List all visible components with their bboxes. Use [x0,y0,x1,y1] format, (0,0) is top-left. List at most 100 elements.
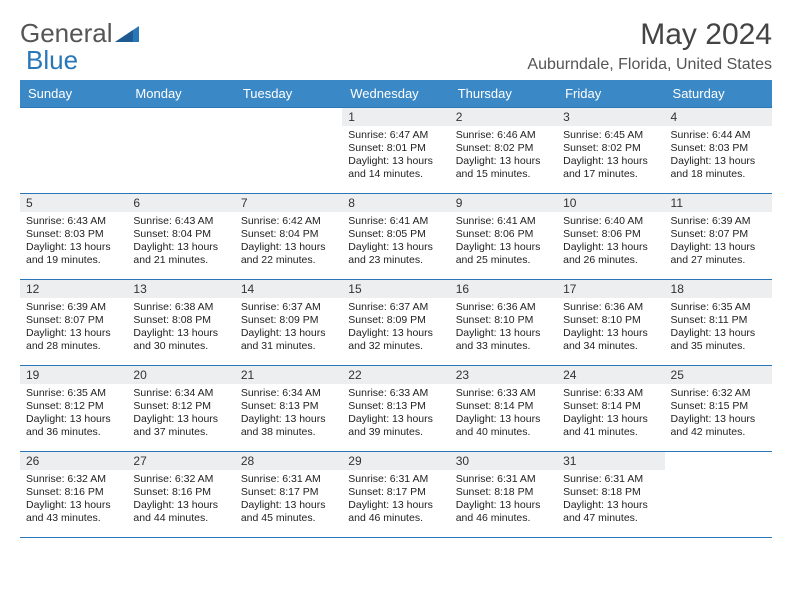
sunset-text: Sunset: 8:11 PM [671,314,766,327]
calendar-day-cell: 6Sunrise: 6:43 AMSunset: 8:04 PMDaylight… [127,194,234,280]
calendar-day-cell [235,108,342,194]
day-number [20,108,127,112]
calendar-week-row: 26Sunrise: 6:32 AMSunset: 8:16 PMDayligh… [20,452,772,538]
weekday-header: Thursday [450,80,557,108]
daylight-text: Daylight: 13 hours and 27 minutes. [671,241,766,267]
day-number: 9 [450,194,557,212]
day-details: Sunrise: 6:40 AMSunset: 8:06 PMDaylight:… [557,212,664,272]
day-number: 16 [450,280,557,298]
sunset-text: Sunset: 8:06 PM [563,228,658,241]
calendar-day-cell: 12Sunrise: 6:39 AMSunset: 8:07 PMDayligh… [20,280,127,366]
sunrise-text: Sunrise: 6:32 AM [671,387,766,400]
day-details: Sunrise: 6:43 AMSunset: 8:04 PMDaylight:… [127,212,234,272]
day-details: Sunrise: 6:41 AMSunset: 8:05 PMDaylight:… [342,212,449,272]
sunset-text: Sunset: 8:12 PM [133,400,228,413]
day-number: 21 [235,366,342,384]
day-details: Sunrise: 6:44 AMSunset: 8:03 PMDaylight:… [665,126,772,186]
sunset-text: Sunset: 8:03 PM [671,142,766,155]
daylight-text: Daylight: 13 hours and 32 minutes. [348,327,443,353]
sunrise-text: Sunrise: 6:42 AM [241,215,336,228]
sunset-text: Sunset: 8:10 PM [456,314,551,327]
calendar-day-cell: 19Sunrise: 6:35 AMSunset: 8:12 PMDayligh… [20,366,127,452]
day-number: 27 [127,452,234,470]
day-details: Sunrise: 6:45 AMSunset: 8:02 PMDaylight:… [557,126,664,186]
sunset-text: Sunset: 8:16 PM [133,486,228,499]
calendar-day-cell: 22Sunrise: 6:33 AMSunset: 8:13 PMDayligh… [342,366,449,452]
day-number: 5 [20,194,127,212]
day-details: Sunrise: 6:31 AMSunset: 8:17 PMDaylight:… [235,470,342,530]
day-details: Sunrise: 6:31 AMSunset: 8:17 PMDaylight:… [342,470,449,530]
day-number: 18 [665,280,772,298]
sunset-text: Sunset: 8:14 PM [563,400,658,413]
sunrise-text: Sunrise: 6:33 AM [456,387,551,400]
day-number: 17 [557,280,664,298]
day-number: 13 [127,280,234,298]
day-details: Sunrise: 6:34 AMSunset: 8:13 PMDaylight:… [235,384,342,444]
calendar-day-cell: 30Sunrise: 6:31 AMSunset: 8:18 PMDayligh… [450,452,557,538]
day-number: 24 [557,366,664,384]
daylight-text: Daylight: 13 hours and 36 minutes. [26,413,121,439]
sunset-text: Sunset: 8:18 PM [456,486,551,499]
day-details: Sunrise: 6:32 AMSunset: 8:15 PMDaylight:… [665,384,772,444]
daylight-text: Daylight: 13 hours and 37 minutes. [133,413,228,439]
day-details: Sunrise: 6:33 AMSunset: 8:14 PMDaylight:… [557,384,664,444]
calendar-week-row: 19Sunrise: 6:35 AMSunset: 8:12 PMDayligh… [20,366,772,452]
calendar-day-cell: 11Sunrise: 6:39 AMSunset: 8:07 PMDayligh… [665,194,772,280]
weekday-header: Saturday [665,80,772,108]
calendar-day-cell: 24Sunrise: 6:33 AMSunset: 8:14 PMDayligh… [557,366,664,452]
daylight-text: Daylight: 13 hours and 34 minutes. [563,327,658,353]
sunset-text: Sunset: 8:14 PM [456,400,551,413]
day-details: Sunrise: 6:37 AMSunset: 8:09 PMDaylight:… [342,298,449,358]
calendar-week-row: 12Sunrise: 6:39 AMSunset: 8:07 PMDayligh… [20,280,772,366]
day-number: 10 [557,194,664,212]
day-details: Sunrise: 6:32 AMSunset: 8:16 PMDaylight:… [127,470,234,530]
calendar-day-cell: 26Sunrise: 6:32 AMSunset: 8:16 PMDayligh… [20,452,127,538]
day-number: 23 [450,366,557,384]
daylight-text: Daylight: 13 hours and 33 minutes. [456,327,551,353]
calendar-week-row: 1Sunrise: 6:47 AMSunset: 8:01 PMDaylight… [20,108,772,194]
sunset-text: Sunset: 8:05 PM [348,228,443,241]
daylight-text: Daylight: 13 hours and 42 minutes. [671,413,766,439]
day-number: 30 [450,452,557,470]
sunrise-text: Sunrise: 6:37 AM [348,301,443,314]
sunset-text: Sunset: 8:12 PM [26,400,121,413]
day-number: 12 [20,280,127,298]
sunset-text: Sunset: 8:03 PM [26,228,121,241]
day-number: 11 [665,194,772,212]
sunrise-text: Sunrise: 6:43 AM [133,215,228,228]
daylight-text: Daylight: 13 hours and 19 minutes. [26,241,121,267]
day-details: Sunrise: 6:47 AMSunset: 8:01 PMDaylight:… [342,126,449,186]
daylight-text: Daylight: 13 hours and 43 minutes. [26,499,121,525]
calendar-day-cell: 2Sunrise: 6:46 AMSunset: 8:02 PMDaylight… [450,108,557,194]
sunset-text: Sunset: 8:15 PM [671,400,766,413]
sunset-text: Sunset: 8:06 PM [456,228,551,241]
sunrise-text: Sunrise: 6:39 AM [671,215,766,228]
day-number: 4 [665,108,772,126]
daylight-text: Daylight: 13 hours and 18 minutes. [671,155,766,181]
daylight-text: Daylight: 13 hours and 17 minutes. [563,155,658,181]
sunrise-text: Sunrise: 6:32 AM [133,473,228,486]
day-details: Sunrise: 6:36 AMSunset: 8:10 PMDaylight:… [557,298,664,358]
day-number: 1 [342,108,449,126]
sunset-text: Sunset: 8:01 PM [348,142,443,155]
daylight-text: Daylight: 13 hours and 23 minutes. [348,241,443,267]
day-number [665,452,772,456]
daylight-text: Daylight: 13 hours and 26 minutes. [563,241,658,267]
sunrise-text: Sunrise: 6:38 AM [133,301,228,314]
day-details: Sunrise: 6:33 AMSunset: 8:14 PMDaylight:… [450,384,557,444]
calendar-day-cell: 28Sunrise: 6:31 AMSunset: 8:17 PMDayligh… [235,452,342,538]
daylight-text: Daylight: 13 hours and 31 minutes. [241,327,336,353]
sunrise-text: Sunrise: 6:31 AM [456,473,551,486]
calendar-day-cell: 10Sunrise: 6:40 AMSunset: 8:06 PMDayligh… [557,194,664,280]
calendar-day-cell: 25Sunrise: 6:32 AMSunset: 8:15 PMDayligh… [665,366,772,452]
calendar-body: 1Sunrise: 6:47 AMSunset: 8:01 PMDaylight… [20,108,772,538]
daylight-text: Daylight: 13 hours and 14 minutes. [348,155,443,181]
day-details: Sunrise: 6:41 AMSunset: 8:06 PMDaylight:… [450,212,557,272]
logo-triangle-icon [115,18,139,49]
sunrise-text: Sunrise: 6:39 AM [26,301,121,314]
location-text: Auburndale, Florida, United States [20,56,772,74]
weekday-header: Monday [127,80,234,108]
calendar-day-cell [20,108,127,194]
sunrise-text: Sunrise: 6:47 AM [348,129,443,142]
calendar-day-cell: 18Sunrise: 6:35 AMSunset: 8:11 PMDayligh… [665,280,772,366]
